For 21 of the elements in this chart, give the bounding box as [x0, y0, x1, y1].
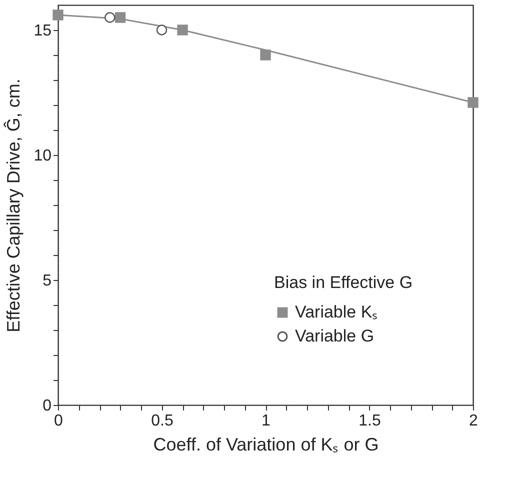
y-tick-label: 10: [34, 148, 52, 164]
x-tick-label: 2: [469, 412, 478, 430]
x-axis-title: Coeff. of Variation of Kₛ or G: [153, 434, 379, 454]
point: [52, 10, 64, 20]
y-tick-label: 5: [42, 272, 52, 290]
legend-title: Bias in Effective G: [274, 273, 413, 292]
point: [468, 97, 478, 108]
x-tick-label: 0: [54, 412, 64, 430]
legend-label: Variable Kₛ: [295, 302, 378, 322]
x-tick-label: 0.5: [151, 412, 174, 430]
y-tick-label: 0: [42, 398, 52, 414]
legend-label: Variable G: [295, 326, 374, 346]
y-axis-title: Effective Capillary Drive, Ĝ, cm.: [4, 78, 24, 332]
x-tick-label: 1.5: [358, 412, 381, 430]
y-tick-label: 15: [34, 22, 52, 40]
point: [156, 24, 168, 36]
point: [260, 50, 271, 60]
point: [104, 12, 116, 23]
x-tick-label: 1: [262, 412, 271, 430]
point: [177, 24, 188, 36]
point: [114, 12, 126, 23]
